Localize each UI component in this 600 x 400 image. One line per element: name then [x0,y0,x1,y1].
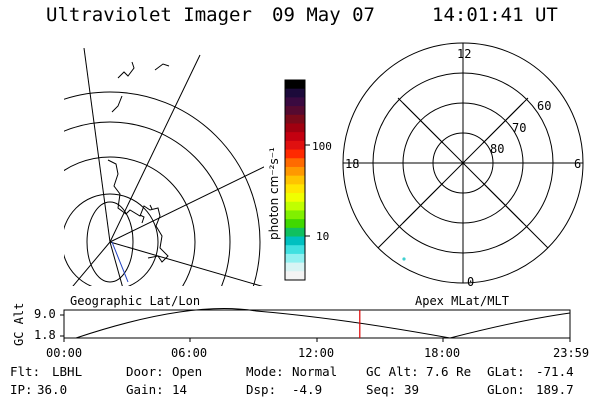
polar-diagonal [377,182,444,249]
geo-meridian [109,54,201,243]
coastline [111,61,170,113]
color-bar-swatch [285,80,305,90]
geo-latitude-circle [64,91,261,286]
aurora-dot [402,257,406,261]
glat-label: GLat: [487,364,525,379]
filter-label: Flt: [10,364,41,379]
door-value: Open [172,364,203,379]
altitude-curve [75,308,571,339]
geo-latitude-circle [64,156,196,286]
door-label: Door: [126,364,164,379]
altitude-xtick-label: 23:59 [553,346,590,360]
altitude-xtick-label: 06:00 [171,346,208,360]
dsp-value: -4.9 [292,382,323,397]
altitude-plot: GC Alt [12,303,571,346]
color-bar-swatch [285,132,305,142]
time-label: 14:01:41 UT [432,4,558,26]
geo-latitude-circle [86,201,134,283]
polar-plot [342,42,584,284]
geo-meridian [109,241,263,286]
mode-value: Normal [292,364,338,379]
color-bar-swatch [285,123,305,133]
altitude-xtick-label: 18:00 [424,346,461,360]
seq-value: 39 [404,382,420,397]
gain-label: Gain: [126,382,164,397]
color-bar-swatch [285,193,305,203]
geo-meridian [109,166,264,243]
mlt-label-18: 18 [345,157,359,171]
lat-label-80: 80 [490,142,504,156]
gcalt-label: GC Alt: [366,364,419,379]
color-bar-tick-label-100: 100 [312,140,332,153]
altitude-xtick-label: 00:00 [46,346,83,360]
geo-latitude-circle [64,121,231,286]
color-bar-swatch [285,184,305,194]
altitude-ytick-label: 9.0 [34,307,56,321]
color-bar-frame [284,79,306,281]
color-bar-swatch [285,219,305,229]
geo-latitude-circle [64,193,159,286]
coastline [139,204,153,224]
polar-diagonal [482,182,549,249]
color-bar-swatch [285,253,305,264]
geo-meridian [109,241,123,286]
mode-label: Mode: [246,364,284,379]
mlt-label-6: 6 [574,157,581,171]
altitude-ytick-label: 1.8 [34,328,56,342]
color-bar-unit-label: photon cm⁻²s⁻¹ [267,147,281,240]
date-label: 09 May 07 [272,4,375,26]
spacecraft-track [111,241,129,283]
dsp-label: Dsp: [246,382,277,397]
color-bar-swatch [285,97,305,107]
altitude-ylabel: GC Alt [12,303,26,346]
color-bar-swatch [285,149,305,159]
geo-meridian [72,241,111,286]
glon-value: 189.7 [536,382,574,397]
polar-diagonal [397,97,444,144]
apex-panel-label: Apex MLat/MLT [415,294,509,308]
ip-value: 36.0 [37,382,68,397]
polar-diagonal [482,97,529,144]
color-bar-swatch [285,201,305,211]
geo-meridian [83,48,111,243]
color-bar-swatch [285,106,305,116]
gain-value: 14 [172,382,188,397]
lat-label-60: 60 [537,99,551,113]
mlt-label-12: 12 [457,47,471,61]
altitude-plot-frame [63,309,571,339]
color-bar-swatch [285,140,305,151]
color-bar-swatch [285,175,305,185]
instrument-title: Ultraviolet Imager [46,4,252,26]
color-bar-swatch [285,245,305,255]
color-bar-tick-label-10: 10 [316,230,329,243]
seq-label: Seq: [366,382,397,397]
color-bar: 100 10 photon cm⁻²s⁻¹ [267,79,332,281]
filter-value: LBHL [52,364,83,379]
geographic-panel-label: Geographic Lat/Lon [70,294,201,308]
color-bar-swatch [285,158,305,168]
color-bar-swatch [285,271,305,281]
altitude-xtick-label: 12:00 [298,346,335,360]
mlt-label-0: 0 [467,275,474,289]
color-bar-swatch [285,114,305,124]
color-bar-swatch [285,262,305,272]
glat-value: -71.4 [536,364,574,379]
coastline [107,159,169,263]
glon-label: GLon: [487,382,525,397]
color-bar-swatch [285,236,305,246]
color-bar-swatch [285,166,305,177]
ip-label: IP: [10,382,33,397]
gcalt-value: 7.6 Re [426,364,472,379]
color-bar-swatch [285,210,305,220]
color-bar-swatch [285,88,305,98]
geographic-map [64,48,264,286]
color-bar-swatch [285,227,305,238]
lat-label-70: 70 [512,121,526,135]
